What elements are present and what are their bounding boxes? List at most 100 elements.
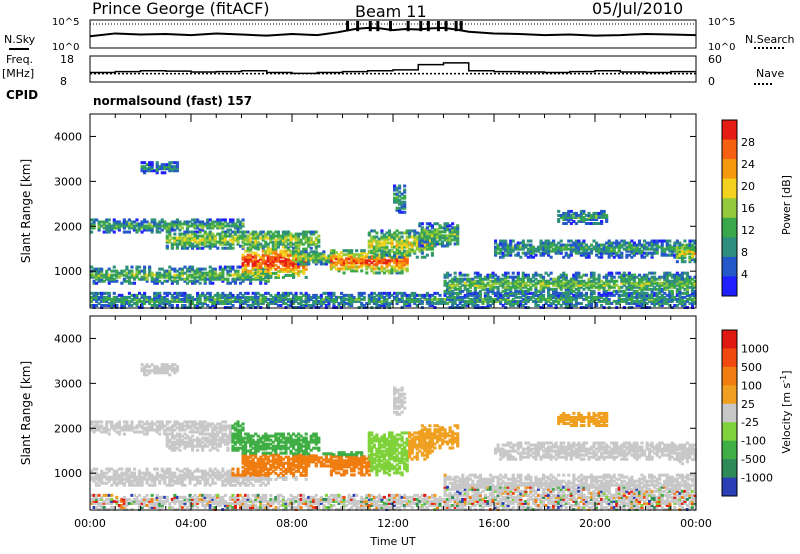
power-cell bbox=[241, 293, 245, 297]
power-cell bbox=[251, 265, 255, 269]
power-cell bbox=[627, 293, 631, 297]
power-cell bbox=[178, 228, 182, 232]
power-cell bbox=[519, 303, 523, 307]
power-cell bbox=[620, 293, 624, 297]
power-cell bbox=[309, 240, 313, 244]
power-cell bbox=[216, 297, 220, 301]
power-cell bbox=[589, 251, 594, 255]
power-cell bbox=[148, 165, 152, 169]
power-cell bbox=[582, 279, 586, 283]
power-cell bbox=[208, 297, 212, 301]
power-cell bbox=[446, 289, 450, 293]
power-cell bbox=[398, 208, 402, 212]
power-cell bbox=[150, 271, 154, 275]
power-cell bbox=[314, 250, 318, 254]
power-cell bbox=[387, 237, 392, 241]
power-cell bbox=[645, 251, 649, 255]
power-cell bbox=[286, 238, 291, 242]
power-cell bbox=[112, 297, 116, 301]
velocity-cell bbox=[206, 499, 210, 503]
power-cell bbox=[233, 238, 238, 242]
power-cell bbox=[514, 247, 518, 251]
power-cell bbox=[175, 220, 179, 224]
power-cell bbox=[208, 232, 212, 236]
power-cell bbox=[150, 165, 154, 169]
power-cell bbox=[387, 263, 392, 267]
power-cell bbox=[120, 273, 124, 277]
power-cell bbox=[170, 220, 174, 224]
power-cell bbox=[254, 259, 258, 263]
power-cell bbox=[471, 301, 475, 305]
power-cell bbox=[519, 255, 523, 259]
power-cell bbox=[665, 287, 669, 291]
velocity-cell bbox=[97, 493, 101, 497]
power-cell bbox=[226, 299, 230, 303]
power-cell bbox=[425, 232, 429, 236]
power-cell bbox=[132, 275, 137, 279]
power-cell bbox=[569, 287, 573, 291]
power-cell bbox=[387, 259, 392, 263]
power-cell bbox=[382, 295, 387, 299]
power-cell bbox=[357, 297, 361, 301]
power-cell bbox=[304, 299, 308, 303]
power-cell bbox=[191, 246, 195, 250]
power-cell bbox=[231, 220, 235, 224]
velocity-cell bbox=[208, 503, 212, 507]
power-cell bbox=[130, 299, 134, 303]
power-cell bbox=[259, 273, 263, 277]
power-cell bbox=[478, 293, 482, 297]
power-cell bbox=[602, 215, 606, 219]
velocity-cell bbox=[201, 497, 205, 501]
power-cell bbox=[693, 252, 697, 256]
power-cell bbox=[584, 297, 589, 301]
power-cell bbox=[506, 281, 510, 285]
power-cell bbox=[478, 291, 482, 295]
power-cell bbox=[289, 251, 293, 255]
power-cell bbox=[281, 232, 286, 236]
power-cell bbox=[501, 241, 505, 245]
power-cell bbox=[370, 267, 374, 271]
power-cell bbox=[637, 301, 642, 305]
power-cell bbox=[261, 230, 265, 234]
power-cell bbox=[231, 246, 235, 250]
velocity-cell bbox=[208, 497, 212, 501]
power-cell bbox=[309, 256, 313, 260]
power-cell bbox=[547, 241, 551, 245]
power-cell bbox=[491, 291, 495, 295]
power-cell bbox=[279, 234, 283, 238]
power-cell bbox=[592, 297, 596, 301]
power-cell bbox=[165, 297, 169, 301]
power-cell bbox=[117, 297, 121, 301]
power-cell bbox=[587, 277, 591, 281]
power-cell bbox=[544, 245, 548, 249]
power-cell bbox=[524, 293, 528, 297]
power-cell bbox=[294, 295, 298, 299]
power-cell bbox=[158, 303, 162, 307]
power-cell bbox=[188, 224, 192, 228]
power-cell bbox=[668, 271, 672, 275]
power-cell bbox=[279, 251, 283, 255]
power-cell bbox=[238, 303, 243, 307]
power-cell bbox=[259, 261, 263, 265]
power-cell bbox=[244, 299, 248, 303]
power-cell bbox=[650, 283, 654, 287]
power-cell bbox=[233, 299, 238, 303]
power-cell bbox=[665, 271, 669, 275]
power-cell bbox=[509, 301, 513, 305]
power-cell bbox=[600, 211, 604, 215]
power-cell bbox=[259, 275, 263, 279]
power-cell bbox=[208, 218, 212, 222]
power-cell bbox=[345, 261, 349, 265]
power-cell bbox=[476, 279, 480, 283]
power-cell bbox=[158, 167, 162, 171]
power-cell bbox=[617, 245, 621, 249]
power-cell bbox=[380, 253, 384, 257]
power-cell bbox=[329, 293, 333, 297]
power-cell bbox=[241, 279, 245, 283]
power-cell bbox=[567, 297, 571, 301]
power-cell bbox=[266, 297, 270, 301]
power-cell bbox=[478, 273, 482, 277]
power-cell bbox=[271, 240, 275, 244]
power-cell bbox=[632, 241, 636, 245]
power-cell bbox=[486, 297, 490, 301]
